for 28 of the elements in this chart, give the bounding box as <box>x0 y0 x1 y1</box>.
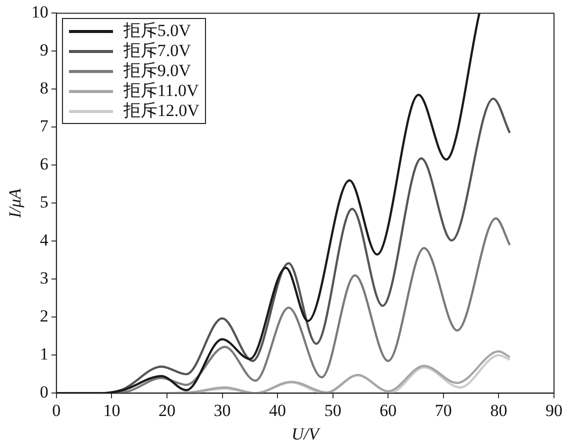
x-tick-label: 0 <box>52 400 61 420</box>
legend-label: 拒斥9.0V <box>123 61 191 82</box>
x-tick-label: 80 <box>490 400 508 420</box>
y-axis-title: I/μA <box>6 188 25 219</box>
x-tick-label: 70 <box>434 400 452 420</box>
x-tick-label: 90 <box>546 400 562 420</box>
y-tick-label: 1 <box>40 344 48 364</box>
y-tick-label: 6 <box>40 154 48 174</box>
legend-label: 拒斥5.0V <box>123 21 191 42</box>
y-tick-label: 3 <box>40 268 48 288</box>
x-tick-label: 20 <box>158 400 176 420</box>
x-tick-label: 60 <box>380 400 397 420</box>
legend-label: 拒斥12.0V <box>123 101 200 122</box>
x-tick-label: 30 <box>214 400 231 420</box>
x-axis-title: U/V <box>292 424 322 444</box>
y-tick-label: 8 <box>40 78 48 98</box>
legend-label: 拒斥11.0V <box>123 81 199 102</box>
legend-label: 拒斥7.0V <box>123 41 191 62</box>
y-tick-label: 4 <box>40 230 49 250</box>
y-tick-label: 5 <box>40 192 48 212</box>
y-tick-label: 10 <box>31 2 48 22</box>
x-tick-label: 40 <box>269 400 286 420</box>
x-tick-label: 50 <box>324 400 342 420</box>
x-tick-label: 10 <box>103 400 120 420</box>
y-tick-label: 0 <box>40 382 48 402</box>
y-tick-label: 9 <box>40 40 48 60</box>
y-tick-label: 2 <box>40 306 48 326</box>
y-tick-label: 7 <box>40 116 49 136</box>
